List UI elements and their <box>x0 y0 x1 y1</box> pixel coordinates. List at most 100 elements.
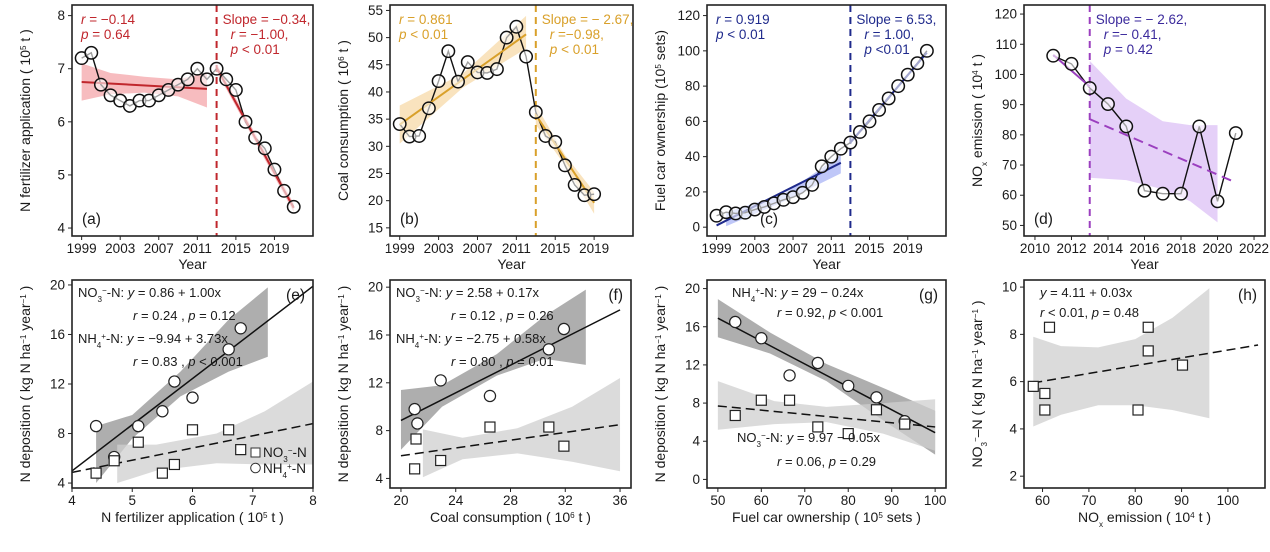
data-point-no3 <box>410 433 422 445</box>
panel-label: (f) <box>608 287 623 304</box>
plot-frame <box>706 279 947 489</box>
plot-area <box>717 299 936 455</box>
y-axis-label: N deposition ( kg N ha−1 year−1 ) <box>335 286 351 483</box>
data-point <box>190 61 205 76</box>
data-point <box>277 183 292 198</box>
y-tick-label: 40 <box>685 149 700 164</box>
x-axis-label: Year <box>497 256 526 272</box>
data-point-no3 <box>409 463 421 475</box>
legend-label-nh4: NH4+-N <box>263 461 306 480</box>
regression-equation: r = 0.12 , p = 0.26 <box>451 308 554 323</box>
x-tick-label: 2019 <box>259 241 289 256</box>
data-point-no3 <box>1132 404 1144 416</box>
regression-equation: r = 0.80 , p = 0.01 <box>451 354 554 369</box>
y-tick-label: 20 <box>50 277 65 292</box>
y-axis-label-group: NOx emission ( 104 t ) <box>969 54 989 187</box>
x-tick-label: 2011 <box>502 241 531 256</box>
confidence-band-no3 <box>1033 288 1210 427</box>
panel-label: (d) <box>1034 211 1053 228</box>
data-point-no3 <box>1027 380 1039 392</box>
y-tick-label: 6 <box>1009 374 1017 389</box>
x-tick-label: 20 <box>393 493 408 508</box>
x-tick-label: 1999 <box>385 241 415 256</box>
data-point <box>489 62 504 77</box>
legend-label-no3: NO3−-N <box>263 445 307 464</box>
data-point <box>451 74 465 89</box>
y-axis-label-group: N deposition ( kg N ha−1 year−1 ) <box>652 286 668 483</box>
y-tick-label: 60 <box>1002 188 1017 203</box>
stat-annotation-right: p <0.01 <box>863 42 909 57</box>
fit-line-2 <box>1089 118 1237 184</box>
x-tick-label: 90 <box>884 493 899 508</box>
stat-annotation-right: Slope = − 2.62, <box>1096 12 1188 27</box>
confidence-band-nh4 <box>96 287 268 484</box>
regression-equation: NH4+-N: y = 29 − 0.24x <box>732 285 864 304</box>
y-tick-label: 50 <box>1002 218 1017 233</box>
data-point <box>1101 97 1115 111</box>
y-tick-label: 20 <box>685 184 700 199</box>
data-point-no3 <box>484 421 496 433</box>
y-tick-label: 40 <box>368 84 383 99</box>
x-tick-label: 90 <box>1174 493 1189 508</box>
y-tick-label: 30 <box>368 139 383 154</box>
x-tick-label: 100 <box>924 493 947 508</box>
plot-frame <box>389 4 634 237</box>
data-point <box>248 130 263 145</box>
regression-equation: y = 4.11 + 0.03x <box>1039 285 1133 300</box>
data-point-no3 <box>842 428 854 440</box>
y-tick-label: 55 <box>368 3 383 18</box>
x-tick-label: 2016 <box>1129 241 1159 256</box>
y-tick-label: 110 <box>995 37 1017 52</box>
x-tick-label: 1999 <box>67 241 97 256</box>
x-tick-label: 70 <box>1081 493 1096 508</box>
data-point <box>1174 186 1188 201</box>
regression-equation: r = 0.83 , p < 0.001 <box>133 354 243 369</box>
x-tick-label: 2020 <box>1203 241 1233 256</box>
y-tick-label: 4 <box>57 221 65 236</box>
data-point <box>567 177 582 192</box>
data-point <box>805 177 820 192</box>
data-point-no3 <box>755 394 767 406</box>
fit-line-nh4 <box>72 285 313 472</box>
stat-annotation-left: p = 0.64 <box>80 27 131 42</box>
data-point <box>1228 126 1243 140</box>
data-point <box>900 67 915 82</box>
plot-area <box>392 5 602 236</box>
data-point-nh4 <box>411 417 424 430</box>
data-point <box>528 105 543 120</box>
data-point <box>460 55 475 70</box>
x-tick-label: 80 <box>1128 493 1143 508</box>
y-tick-label: 5 <box>57 167 65 182</box>
data-line <box>716 50 928 217</box>
y-tick-label: 12 <box>368 375 383 390</box>
plot-frame <box>706 4 947 237</box>
data-point <box>587 187 602 202</box>
data-point <box>872 102 887 117</box>
x-tick-label: 1999 <box>702 241 732 256</box>
data-point <box>1064 56 1079 71</box>
data-point <box>1192 119 1207 134</box>
stat-annotation-right: r = 1.00, <box>864 27 914 42</box>
regression-equation: r = 0.06, p = 0.29 <box>777 454 876 469</box>
stat-annotation-right: r =−0.98, <box>550 27 604 42</box>
panel-label: (c) <box>760 211 778 228</box>
confidence-band-2 <box>1089 60 1218 223</box>
data-point <box>910 56 925 71</box>
x-tick-label: 80 <box>841 493 856 508</box>
data-point <box>1082 81 1097 95</box>
plot-area <box>1046 5 1243 236</box>
panel-label: (e) <box>286 287 305 304</box>
stat-annotation-right: p < 0.01 <box>549 42 599 57</box>
stat-annotation-left: r = 0.861 <box>399 12 453 27</box>
data-point-no3 <box>870 404 883 416</box>
y-axis-label: Fuel car ownership (105 sets) <box>652 30 668 211</box>
regression-equation: NO3−-N: y = 9.97 − 0.05x <box>737 430 880 449</box>
data-point-nh4 <box>168 375 181 388</box>
x-tick-label: 2007 <box>144 241 174 256</box>
data-point-nh4 <box>89 419 103 433</box>
y-tick-label: 16 <box>368 327 383 342</box>
y-tick-label: 4 <box>57 476 65 491</box>
regression-equation: NO3−-N: y = 2.58 + 0.17x <box>396 285 539 304</box>
data-point-no3 <box>1043 321 1056 333</box>
